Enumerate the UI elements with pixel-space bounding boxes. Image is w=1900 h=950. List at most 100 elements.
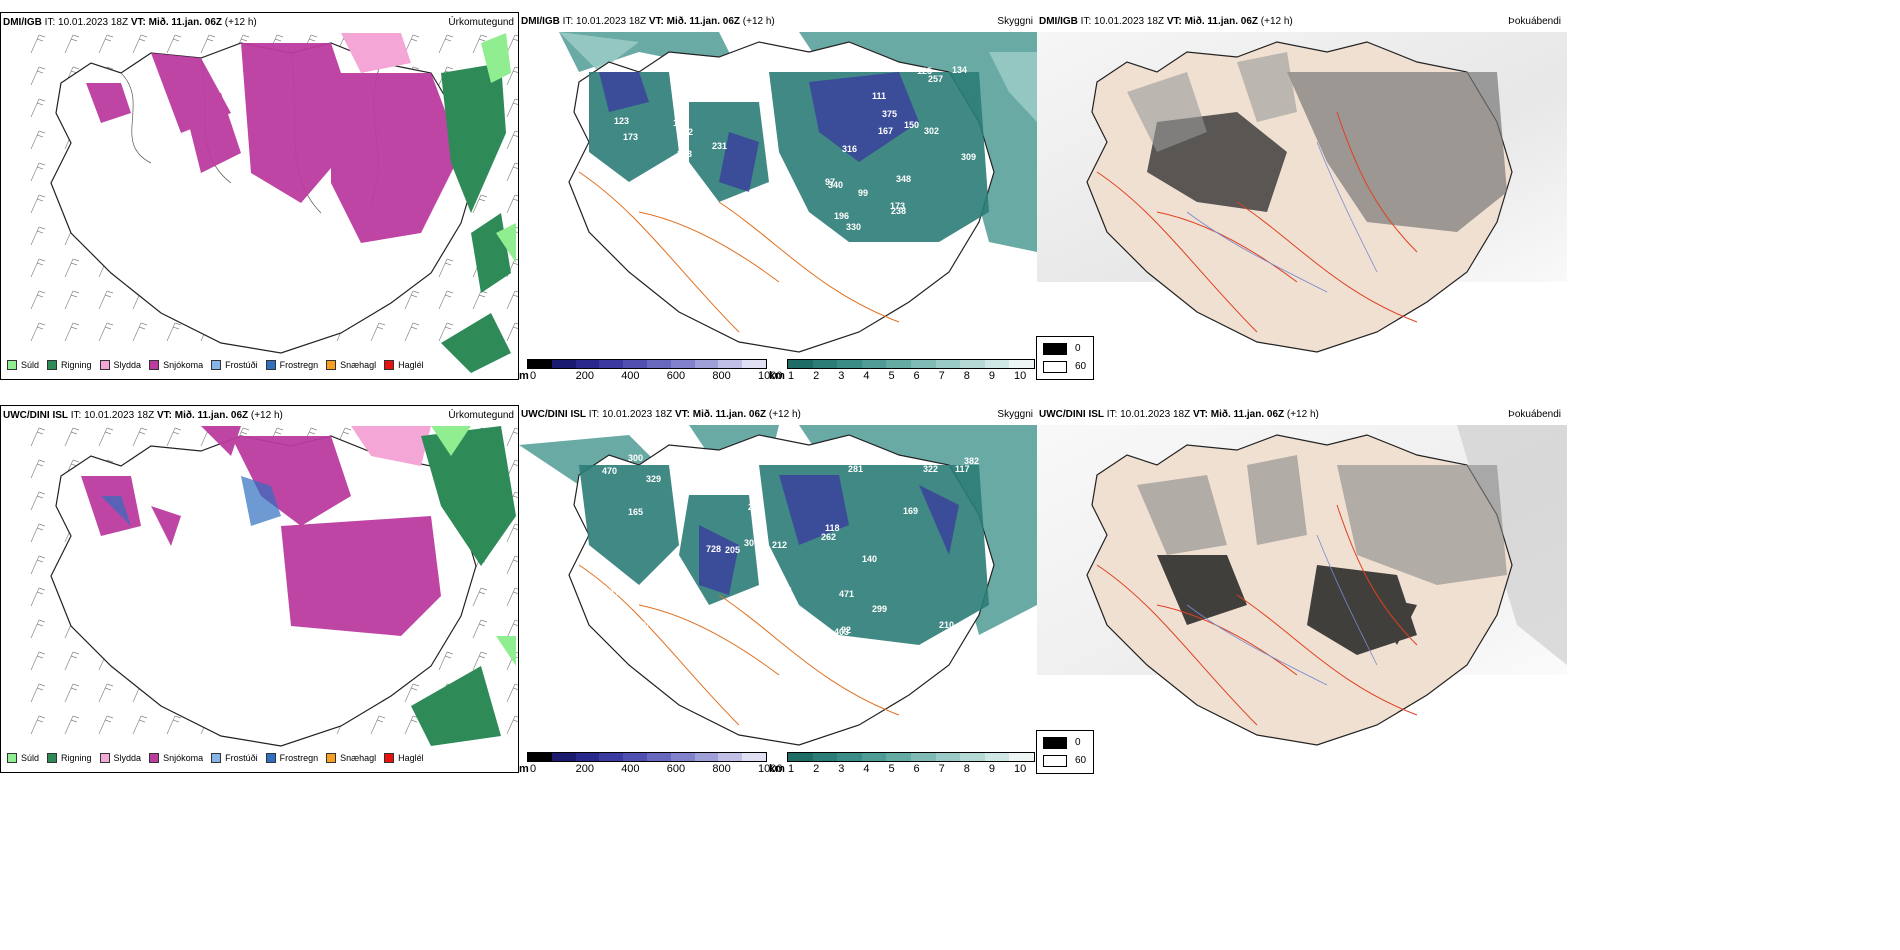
wind-barb-icon <box>98 715 114 735</box>
panel-header: DMI/IGB IT: 10.01.2023 18Z VT: Mið. 11.j… <box>521 16 775 27</box>
legend-swatch <box>99 753 110 763</box>
legend-label: Rigning <box>61 360 92 370</box>
colorbar-tick: 1000 <box>758 370 783 380</box>
ceiling-value: 307 <box>744 538 759 548</box>
fog-legend: 0 60 <box>1036 730 1094 774</box>
ceiling-value: 403 <box>834 627 849 637</box>
precip-legend: Súld Rigning Slydda Snjókoma Frostúði Frostre… <box>7 360 424 370</box>
colorbar-tick: 6 <box>913 763 920 773</box>
colorbar-tick: 10 <box>1014 763 1027 773</box>
colorbar-tick: 4 <box>863 370 870 380</box>
colorbar-tick: 2 <box>813 763 820 773</box>
colorbar-tick: 1 <box>788 370 795 380</box>
wind-barb-icon <box>30 715 46 735</box>
ceiling-value: 728 <box>706 544 721 554</box>
ceiling-value: 92 <box>841 625 851 635</box>
legend-item: Súld <box>7 753 39 763</box>
colorbar-segment <box>910 753 936 761</box>
legend-swatch <box>7 753 17 763</box>
wind-barb-icon <box>64 427 80 447</box>
fog-legend: 0 60 <box>1036 336 1094 380</box>
ceiling-value: 471 <box>839 589 854 599</box>
colorbar-segment <box>670 753 695 761</box>
legend-label: Frostúði <box>225 753 258 763</box>
precip-map <box>30 426 518 747</box>
wind-barb-icon <box>132 427 148 447</box>
colorbar-segment <box>861 753 887 761</box>
legend-item: Frostúði <box>211 360 258 370</box>
ceiling-value: 82 <box>683 127 693 137</box>
legend-swatch <box>99 360 110 370</box>
legend-item: Súld <box>7 360 39 370</box>
colorbar-segment <box>528 360 552 368</box>
ceiling-value: 150 <box>904 120 919 130</box>
wind-barb-icon <box>98 34 114 54</box>
colorbar-tick: 7 <box>938 763 945 773</box>
wind-barb-icon <box>166 427 182 447</box>
colorbar-segment <box>623 360 647 368</box>
ceiling-value: 340 <box>828 180 843 190</box>
colorbar-segment <box>599 360 624 368</box>
ceiling-value: 140 <box>862 554 877 564</box>
panel-header: UWC/DINI ISL IT: 10.01.2023 18Z VT: Mið.… <box>3 410 283 421</box>
panel-header: UWC/DINI ISL IT: 10.01.2023 18Z VT: Mið.… <box>521 409 801 420</box>
colorbar-segment <box>1009 753 1034 761</box>
wind-barb-icon <box>64 290 80 310</box>
ceiling-unit: m <box>519 763 529 773</box>
fog-legend-label: 0 <box>1075 343 1081 354</box>
wind-barb-icon <box>30 258 46 278</box>
ceiling-value: 238 <box>891 206 906 216</box>
colorbar-segment <box>960 753 985 761</box>
colorbar-segment <box>837 753 862 761</box>
ceiling-labels: 956 403 236 299 376 329 728 210 671 202 322 232 307 7… <box>602 452 979 637</box>
colorbar-tick: 200 <box>575 763 594 773</box>
colorbar-tick: 1000 <box>758 763 783 773</box>
ceiling-value: 517 <box>605 587 620 597</box>
legend-swatch <box>326 753 337 763</box>
colorbar-tick: 800 <box>712 370 731 380</box>
colorbar-segment <box>812 753 838 761</box>
wind-barb-icon <box>64 258 80 278</box>
wind-barb-icon <box>506 98 518 118</box>
wind-barb-icon <box>472 34 488 54</box>
ceiling-unit: m <box>519 370 529 380</box>
wind-barb-icon <box>472 651 488 671</box>
wind-barb-icon <box>30 491 46 511</box>
legend-label: Rigning <box>61 753 92 763</box>
wind-barb-icon <box>30 683 46 703</box>
ceiling-value: 300 <box>712 78 727 88</box>
ceiling-value: 167 <box>878 126 893 136</box>
legend-label: Frostregn <box>279 360 319 370</box>
legend-item: Haglél <box>384 753 424 763</box>
ceiling-value: 111 <box>872 91 886 101</box>
legend-swatch <box>384 753 395 763</box>
panel-header: UWC/DINI ISL IT: 10.01.2023 18Z VT: Mið.… <box>1039 409 1319 420</box>
colorbar-segment <box>788 753 813 761</box>
legend-swatch <box>47 753 58 763</box>
ceiling-value: 616 <box>671 573 686 583</box>
colorbar-tick: 8 <box>963 763 970 773</box>
fog-legend-swatch <box>1043 361 1067 373</box>
colorbar-tick: 8 <box>963 370 970 380</box>
wind-barb-icon <box>506 290 518 310</box>
panel-kind: Skyggni <box>997 409 1033 420</box>
wind-barb-icon <box>472 587 488 607</box>
wind-barb-icon <box>132 322 148 342</box>
wind-barb-icon <box>30 290 46 310</box>
colorbar-segment <box>718 753 743 761</box>
ceiling-value: 323 <box>714 219 729 229</box>
colorbar-tick: 0 <box>530 370 537 380</box>
legend-label: Slydda <box>113 360 142 370</box>
colorbar-tick: 6 <box>913 370 920 380</box>
colorbar-tick: 800 <box>712 763 731 773</box>
ceiling-value: 124 <box>686 196 701 206</box>
colorbar-tick: 5 <box>888 763 895 773</box>
wind-barb-icon <box>404 34 420 54</box>
legend-swatch <box>265 753 276 763</box>
ceiling-value: 375 <box>882 109 897 119</box>
ceiling-value: 724 <box>777 586 792 596</box>
fog-legend-swatch <box>1043 755 1067 767</box>
legend-label: Snæhagl <box>340 753 377 763</box>
colorbar-segment <box>935 360 961 368</box>
wind-barb-icon <box>30 427 46 447</box>
